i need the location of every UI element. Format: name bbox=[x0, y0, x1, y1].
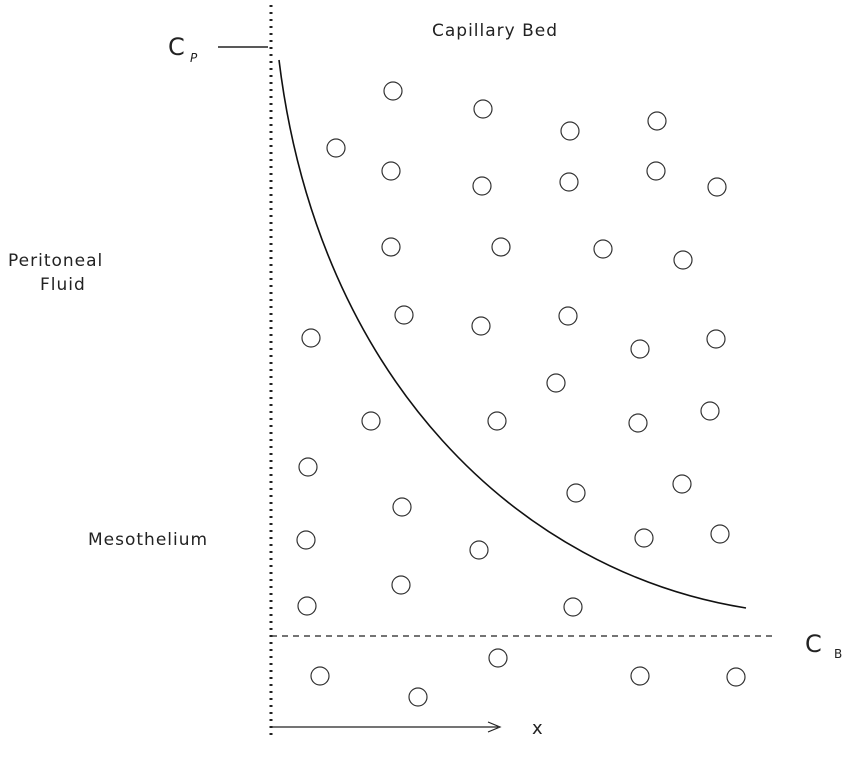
capillary bbox=[474, 100, 492, 118]
diagram: Capillary Bed C P Peritoneal Fluid Mesot… bbox=[0, 0, 853, 776]
capillary bbox=[470, 541, 488, 559]
capillary bbox=[560, 173, 578, 191]
capillary bbox=[382, 162, 400, 180]
capillary bbox=[559, 307, 577, 325]
cp-subscript: P bbox=[190, 51, 198, 65]
capillary bbox=[298, 597, 316, 615]
capillary bbox=[311, 667, 329, 685]
capillary bbox=[708, 178, 726, 196]
capillary bbox=[492, 238, 510, 256]
fluid-label: Fluid bbox=[40, 275, 86, 295]
capillary bbox=[561, 122, 579, 140]
cb-label: C bbox=[805, 630, 823, 658]
capillary bbox=[635, 529, 653, 547]
capillary bbox=[631, 667, 649, 685]
capillary bbox=[472, 317, 490, 335]
capillary bbox=[629, 414, 647, 432]
capillary bbox=[701, 402, 719, 420]
capillary bbox=[488, 412, 506, 430]
cp-label: C bbox=[168, 33, 186, 61]
capillary bbox=[473, 177, 491, 195]
title: Capillary Bed bbox=[432, 21, 558, 41]
capillary bbox=[384, 82, 402, 100]
capillary bbox=[362, 412, 380, 430]
capillary bbox=[547, 374, 565, 392]
capillary bbox=[648, 112, 666, 130]
capillary bbox=[673, 475, 691, 493]
capillary bbox=[382, 238, 400, 256]
capillary bbox=[393, 498, 411, 516]
capillaries bbox=[297, 82, 745, 706]
capillary bbox=[299, 458, 317, 476]
capillary bbox=[631, 340, 649, 358]
fluid-label: Peritoneal bbox=[8, 251, 103, 271]
capillary bbox=[707, 330, 725, 348]
capillary bbox=[297, 531, 315, 549]
concentration-curve bbox=[279, 60, 746, 608]
capillary bbox=[489, 649, 507, 667]
capillary bbox=[711, 525, 729, 543]
capillary bbox=[395, 306, 413, 324]
capillary bbox=[647, 162, 665, 180]
capillary bbox=[409, 688, 427, 706]
capillary bbox=[392, 576, 410, 594]
cb-subscript: B bbox=[834, 647, 843, 661]
mesothelium-label: Mesothelium bbox=[88, 530, 208, 550]
capillary bbox=[567, 484, 585, 502]
capillary bbox=[727, 668, 745, 686]
capillary bbox=[302, 329, 320, 347]
capillary bbox=[594, 240, 612, 258]
capillary bbox=[564, 598, 582, 616]
capillary bbox=[674, 251, 692, 269]
x-label: x bbox=[532, 718, 544, 739]
capillary bbox=[327, 139, 345, 157]
